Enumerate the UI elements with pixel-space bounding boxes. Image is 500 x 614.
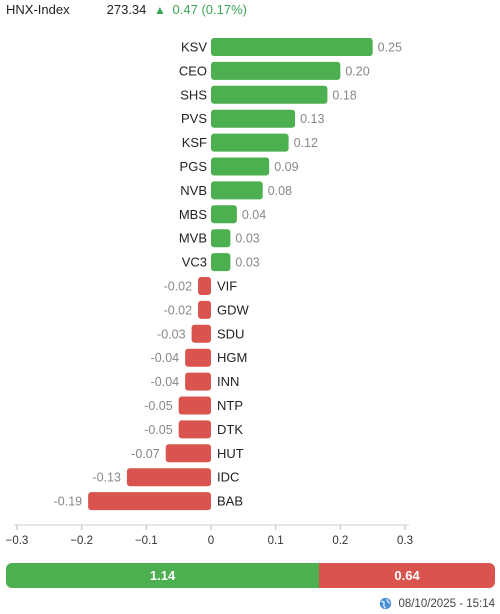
- category-label: SHS: [180, 87, 207, 102]
- category-label: BAB: [217, 494, 243, 509]
- data-label: 0.12: [294, 136, 318, 150]
- data-label: -0.03: [157, 327, 186, 341]
- category-label: PVS: [181, 111, 207, 126]
- bar: [211, 133, 289, 152]
- bar: [211, 205, 237, 224]
- data-label: 0.03: [235, 232, 259, 246]
- data-label: -0.13: [92, 471, 121, 485]
- index-name: HNX-Index: [6, 2, 70, 17]
- bar: [126, 468, 211, 487]
- data-label: -0.04: [151, 375, 180, 389]
- bar: [191, 324, 211, 343]
- data-label: 0.13: [300, 112, 324, 126]
- timestamp: 08/10/2025 - 15:14: [398, 597, 495, 610]
- data-label: -0.07: [131, 447, 160, 461]
- data-label: 0.18: [332, 88, 356, 102]
- bar: [211, 109, 296, 128]
- data-label: 0.04: [242, 208, 266, 222]
- data-label: 0.03: [235, 256, 259, 270]
- category-label: MBS: [179, 207, 208, 222]
- bar: [178, 396, 211, 415]
- category-label: INN: [217, 374, 239, 389]
- category-label: NVB: [180, 183, 207, 198]
- market-breadth-bar: 1.14 0.64: [6, 563, 495, 588]
- bar: [211, 253, 231, 272]
- data-label: -0.02: [164, 280, 193, 294]
- x-tick-label: 0: [208, 535, 214, 547]
- x-tick-label: 0.1: [268, 535, 284, 547]
- category-label: HGM: [217, 350, 247, 365]
- category-label: VC3: [182, 255, 207, 270]
- data-label: -0.05: [144, 399, 173, 413]
- index-value: 273.34: [106, 2, 147, 17]
- x-tick-label: 0.2: [332, 535, 348, 547]
- bar: [198, 277, 211, 295]
- category-label: VIF: [217, 279, 237, 294]
- category-label: NTP: [217, 398, 243, 413]
- category-label: KSV: [181, 40, 207, 55]
- x-tick-label: 0.3: [397, 535, 413, 547]
- data-label: 0.20: [345, 64, 369, 78]
- bar: [88, 492, 211, 511]
- positive-breadth-segment: 1.14: [6, 563, 320, 588]
- bar: [165, 444, 211, 463]
- x-tick-label: −0.1: [135, 535, 158, 547]
- bar: [211, 157, 270, 176]
- bar: [198, 300, 211, 319]
- bar: [178, 420, 211, 439]
- category-label: GDW: [217, 302, 250, 317]
- data-label: -0.05: [144, 423, 173, 437]
- category-label: CEO: [179, 63, 207, 78]
- negative-breadth-label: 0.64: [394, 568, 420, 583]
- data-label: 0.25: [378, 41, 402, 55]
- bar: [211, 38, 373, 56]
- bar: [211, 85, 328, 104]
- bar: [185, 348, 211, 367]
- data-label: -0.19: [54, 495, 83, 509]
- x-tick-label: −0.2: [70, 535, 93, 547]
- data-label: -0.02: [164, 303, 193, 317]
- bar: [211, 181, 263, 200]
- category-label: DTK: [217, 422, 243, 437]
- data-label: 0.09: [274, 160, 298, 174]
- negative-breadth-segment: 0.64: [319, 563, 495, 588]
- category-label: PGS: [180, 159, 208, 174]
- data-label: -0.04: [151, 351, 180, 365]
- category-label: IDC: [217, 470, 239, 485]
- category-label: HUT: [217, 446, 244, 461]
- up-arrow-icon: ▲: [154, 3, 166, 17]
- index-change: 0.47 (0.17%): [172, 2, 247, 17]
- bar: [211, 229, 231, 248]
- index-header: HNX-Index 273.34 ▲ 0.47 (0.17%): [6, 2, 247, 20]
- footer: 08/10/2025 - 15:14: [379, 597, 495, 610]
- category-label: KSF: [182, 135, 207, 150]
- globe-icon: [380, 597, 392, 610]
- data-label: 0.08: [268, 184, 292, 198]
- category-label: MVB: [179, 231, 207, 246]
- x-tick-label: −0.3: [6, 535, 29, 547]
- positive-breadth-label: 1.14: [149, 568, 176, 583]
- category-label: SDU: [217, 326, 244, 341]
- bar: [185, 372, 211, 391]
- bar: [211, 61, 341, 80]
